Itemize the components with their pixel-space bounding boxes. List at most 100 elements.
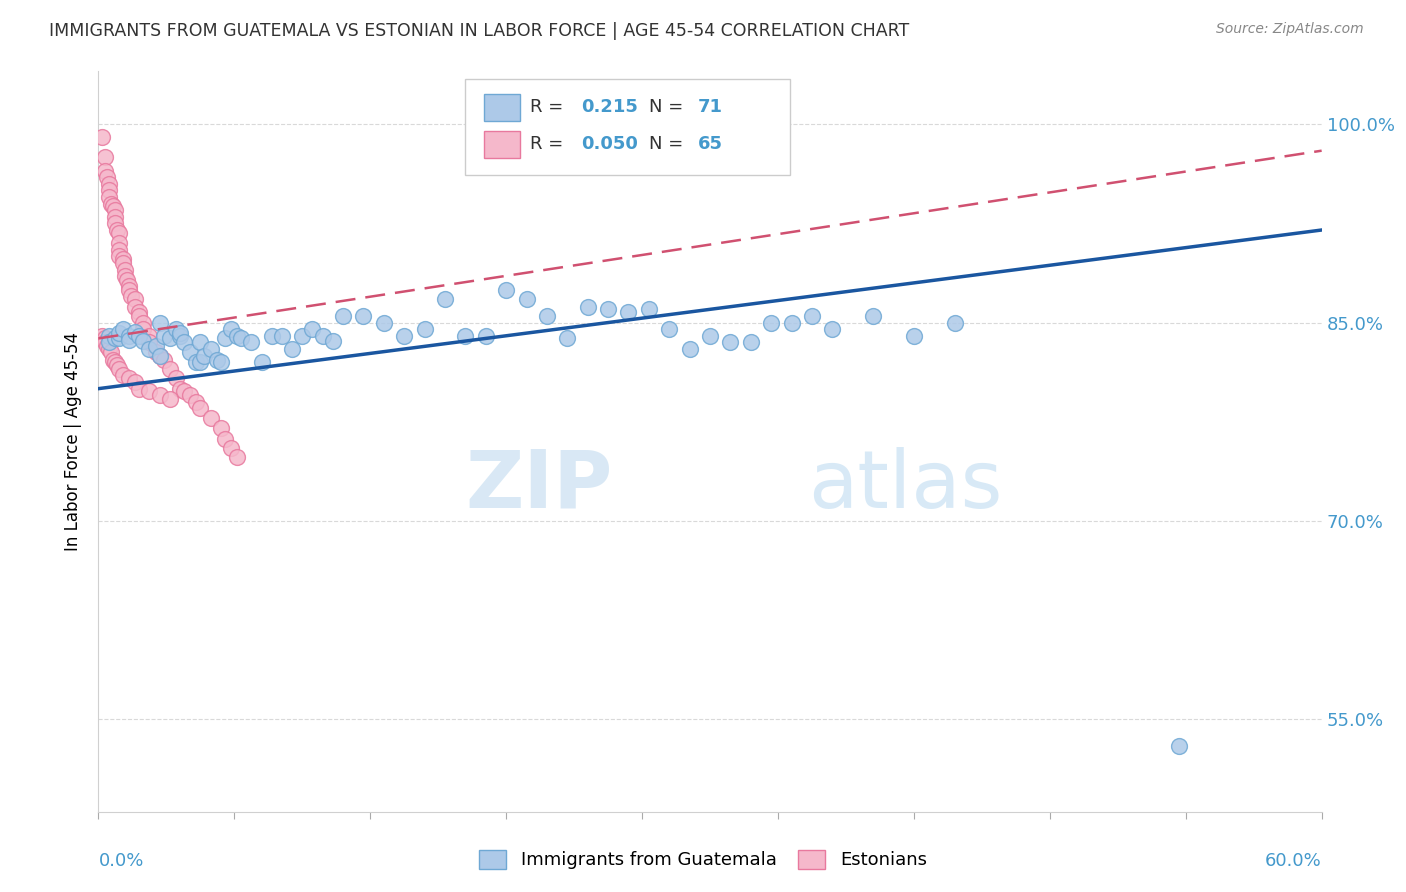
Point: [679, 342, 702, 356]
Point: [434, 292, 457, 306]
Point: [226, 328, 249, 343]
FancyBboxPatch shape: [484, 95, 520, 121]
Text: 60.0%: 60.0%: [1265, 853, 1322, 871]
Point: [111, 322, 134, 336]
Point: [128, 305, 150, 319]
Point: [97, 335, 120, 350]
Point: [179, 388, 201, 402]
Point: [173, 335, 195, 350]
Point: [658, 322, 681, 336]
Point: [173, 384, 195, 399]
Point: [169, 328, 191, 343]
Point: [97, 177, 120, 191]
Text: 0.0%: 0.0%: [98, 853, 143, 871]
Point: [124, 292, 146, 306]
FancyBboxPatch shape: [484, 131, 520, 158]
Point: [108, 326, 131, 340]
Point: [100, 344, 122, 359]
Y-axis label: In Labor Force | Age 45-54: In Labor Force | Age 45-54: [65, 332, 83, 551]
FancyBboxPatch shape: [465, 78, 790, 175]
Point: [108, 331, 131, 345]
Point: [118, 278, 141, 293]
Point: [128, 328, 150, 343]
Point: [101, 352, 124, 367]
Point: [862, 309, 884, 323]
Point: [124, 325, 146, 339]
Point: [270, 328, 294, 343]
Point: [312, 328, 335, 343]
Point: [97, 183, 120, 197]
Point: [555, 331, 579, 345]
Point: [149, 316, 172, 330]
Point: [93, 335, 115, 350]
Point: [97, 328, 120, 343]
Point: [105, 358, 128, 372]
Point: [801, 309, 824, 323]
Point: [149, 349, 172, 363]
Point: [332, 309, 354, 323]
Point: [301, 322, 323, 336]
Point: [821, 322, 844, 336]
Point: [96, 339, 118, 353]
Point: [231, 331, 253, 345]
Point: [740, 335, 762, 350]
Point: [474, 328, 498, 343]
Point: [108, 243, 131, 257]
Point: [104, 210, 127, 224]
Point: [152, 352, 174, 367]
Point: [118, 371, 141, 385]
Point: [132, 322, 155, 336]
Point: [165, 371, 187, 385]
Point: [322, 334, 344, 348]
Text: 0.050: 0.050: [582, 135, 638, 153]
Point: [637, 302, 661, 317]
Point: [114, 262, 136, 277]
Point: [159, 361, 181, 376]
Point: [152, 328, 174, 343]
Point: [617, 305, 640, 319]
Point: [115, 273, 138, 287]
Point: [169, 326, 191, 340]
Point: [699, 328, 721, 343]
Point: [193, 349, 215, 363]
Point: [413, 322, 436, 336]
Point: [132, 334, 155, 348]
Point: [186, 395, 208, 409]
Point: [138, 328, 160, 343]
Point: [200, 410, 222, 425]
Point: [495, 283, 517, 297]
Point: [104, 216, 127, 230]
Legend: Immigrants from Guatemala, Estonians: Immigrants from Guatemala, Estonians: [470, 841, 936, 879]
Point: [188, 401, 212, 416]
Text: ZIP: ZIP: [465, 447, 612, 525]
Point: [111, 368, 134, 383]
Point: [128, 309, 150, 323]
Point: [128, 382, 150, 396]
Point: [93, 163, 115, 178]
Point: [179, 344, 201, 359]
Point: [100, 196, 122, 211]
Point: [392, 328, 416, 343]
Point: [108, 226, 131, 240]
Point: [260, 328, 283, 343]
Point: [124, 300, 146, 314]
Point: [93, 150, 115, 164]
Point: [101, 199, 124, 213]
Point: [214, 432, 236, 446]
Point: [780, 316, 803, 330]
Point: [205, 352, 228, 367]
Point: [138, 384, 160, 399]
Point: [108, 250, 131, 264]
Text: R =: R =: [530, 98, 569, 116]
Point: [91, 328, 114, 343]
Point: [114, 269, 136, 284]
Point: [118, 283, 141, 297]
Text: N =: N =: [648, 98, 689, 116]
Point: [108, 236, 131, 251]
Point: [214, 331, 236, 345]
Text: R =: R =: [530, 135, 569, 153]
Text: IMMIGRANTS FROM GUATEMALA VS ESTONIAN IN LABOR FORCE | AGE 45-54 CORRELATION CHA: IMMIGRANTS FROM GUATEMALA VS ESTONIAN IN…: [49, 22, 910, 40]
Text: N =: N =: [648, 135, 689, 153]
Point: [576, 300, 599, 314]
Point: [598, 302, 620, 317]
